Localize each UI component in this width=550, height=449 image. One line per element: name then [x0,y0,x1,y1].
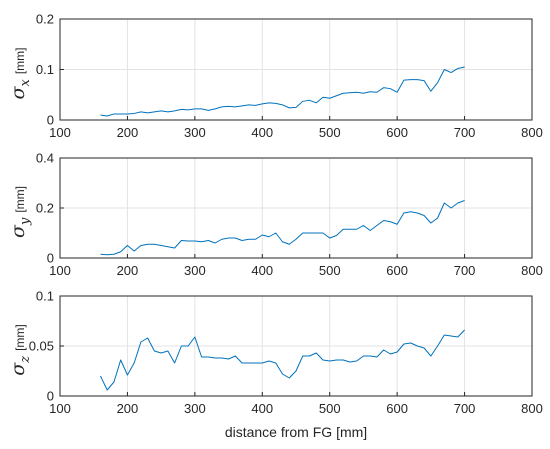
x-tick-label: 200 [117,125,139,140]
x-tick-label: 800 [521,401,543,416]
x-tick-label: 800 [521,263,543,278]
x-tick-label: 300 [184,401,206,416]
x-tick-label: 400 [251,125,273,140]
y-label-subscript: x [18,79,33,87]
y-axis-label: σx [mm] [7,48,33,100]
x-tick-label: 100 [49,263,71,278]
x-tick-label: 500 [319,125,341,140]
x-tick-label: 600 [386,125,408,140]
y-tick-label: 0.4 [36,151,54,166]
x-tick-label: 300 [184,125,206,140]
x-tick-label: 600 [386,401,408,416]
x-tick-label: 700 [454,401,476,416]
x-tick-label: 200 [117,263,139,278]
axes-frame [59,295,533,397]
series-line [100,329,465,391]
x-tick-label: 800 [521,125,543,140]
x-tick-label: 100 [49,125,71,140]
x-tick-label: 500 [319,401,341,416]
x-tick-label: 600 [386,263,408,278]
y-tick-label: 0 [47,113,54,128]
x-tick-label: 400 [251,401,273,416]
series-line [100,66,465,117]
subplot-sigma-z: 100 200 300 400 500 600 700 800 0 0.05 0.1 σz [mm] di… [7,289,543,441]
x-tick-label: 300 [184,263,206,278]
subplot-sigma-y: 100 200 300 400 500 600 700 800 0 0.2 0.4 σy [mm] [7,151,543,279]
subplot-sigma-x: 100 200 300 400 500 600 700 800 0 0.1 0.2 σx [mm] [7,12,543,141]
y-label-unit: [mm] [13,186,27,213]
y-axis-label: σz [mm] [7,324,33,376]
x-tick-label: 100 [49,401,71,416]
series-line [100,200,465,256]
y-tick-label: 0.05 [29,339,54,354]
y-label-unit: [mm] [13,324,27,351]
y-label-symbol: σ [7,86,29,100]
y-tick-label: 0.1 [36,289,54,304]
x-tick-label: 700 [454,125,476,140]
x-tick-label: 700 [454,263,476,278]
axes-frame [59,157,533,259]
x-axis-label: distance from FG [mm] [225,424,367,440]
y-label-subscript: y [18,217,33,226]
y-label-unit: [mm] [13,48,27,75]
y-tick-label: 0.2 [36,12,54,27]
y-tick-label: 0.1 [36,62,54,77]
y-label-subscript: z [18,356,33,364]
y-tick-label: 0 [47,251,54,266]
x-tick-label: 500 [319,263,341,278]
y-label-symbol: σ [7,224,29,238]
x-tick-label: 400 [251,263,273,278]
x-tick-label: 200 [117,401,139,416]
y-tick-label: 0 [47,389,54,404]
axes-frame [59,18,533,121]
y-label-symbol: σ [7,362,29,376]
y-tick-label: 0.2 [36,201,54,216]
y-axis-label: σy [mm] [7,186,33,238]
